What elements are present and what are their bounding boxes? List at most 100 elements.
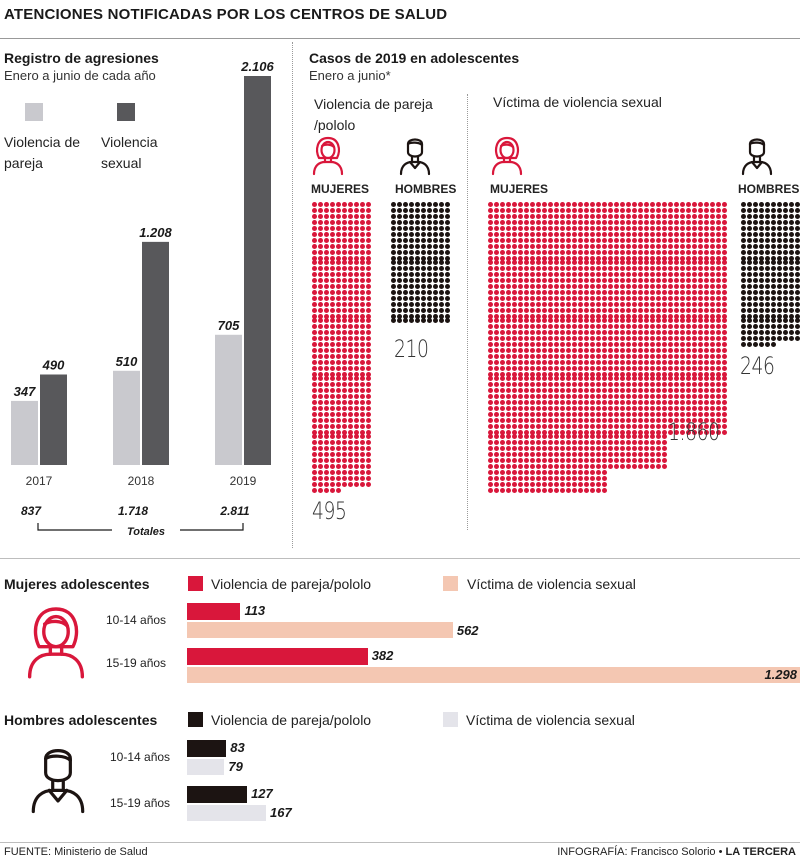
case-dot (342, 278, 347, 283)
case-dot (783, 302, 788, 307)
case-dot (566, 440, 571, 445)
case-dot (686, 302, 691, 307)
case-dot (433, 226, 438, 231)
case-dot (330, 272, 335, 277)
case-dot (506, 476, 511, 481)
case-dot (548, 272, 553, 277)
case-dot (741, 278, 746, 283)
case-dot (348, 446, 353, 451)
case-dot (354, 336, 359, 341)
case-dot (626, 330, 631, 335)
case-dot (512, 260, 517, 265)
case-dot (753, 226, 758, 231)
case-dot (488, 382, 493, 387)
case-dot (668, 226, 673, 231)
case-dot (722, 302, 727, 307)
case-dot (578, 256, 583, 261)
case-dot (578, 284, 583, 289)
case-dot (560, 418, 565, 423)
case-dot (342, 208, 347, 213)
case-dot (626, 446, 631, 451)
case-dot (312, 330, 317, 335)
case-dot (427, 296, 432, 301)
case-dot (704, 214, 709, 219)
case-dot (318, 318, 323, 323)
waffle-block-hombres-pareja (391, 318, 450, 323)
case-dot (324, 360, 329, 365)
case-dot (722, 266, 727, 271)
case-dot (632, 284, 637, 289)
case-dot (427, 208, 432, 213)
case-dot (608, 464, 613, 469)
case-dot (686, 424, 691, 429)
case-dot (650, 424, 655, 429)
case-dot (518, 278, 523, 283)
case-dot (427, 250, 432, 255)
case-dot (554, 336, 559, 341)
case-dot (638, 440, 643, 445)
case-dot (584, 372, 589, 377)
case-dot (572, 260, 577, 265)
case-dot (668, 302, 673, 307)
case-dot (536, 290, 541, 295)
case-dot (698, 324, 703, 329)
mujeres-legend-swatch-sexual (443, 576, 458, 591)
case-dot (692, 400, 697, 405)
case-dot (680, 360, 685, 365)
case-dot (566, 232, 571, 237)
case-dot (409, 284, 414, 289)
case-dot (360, 470, 365, 475)
case-dot (692, 324, 697, 329)
case-dot (324, 418, 329, 423)
case-dot (518, 208, 523, 213)
case-dot (536, 406, 541, 411)
case-dot (662, 208, 667, 213)
case-dot (312, 302, 317, 307)
title-rule (0, 38, 800, 39)
case-dot (421, 284, 426, 289)
case-dot (536, 202, 541, 207)
case-dot (620, 418, 625, 423)
case-dot (596, 302, 601, 307)
case-dot (439, 226, 444, 231)
case-dot (638, 266, 643, 271)
case-dot (638, 272, 643, 277)
case-dot (391, 278, 396, 283)
case-dot (518, 412, 523, 417)
case-dot (644, 434, 649, 439)
case-dot (590, 296, 595, 301)
page-title: ATENCIONES NOTIFICADAS POR LOS CENTROS D… (4, 6, 448, 23)
case-dot (445, 208, 450, 213)
case-dot (354, 366, 359, 371)
case-dot (692, 250, 697, 255)
case-dot (342, 238, 347, 243)
case-dot (488, 348, 493, 353)
case-dot (753, 256, 758, 261)
case-dot (366, 388, 371, 393)
case-dot (644, 412, 649, 417)
case-dot (391, 250, 396, 255)
case-dot (747, 260, 752, 265)
case-dot (433, 260, 438, 265)
case-dot (704, 376, 709, 381)
case-dot (488, 256, 493, 261)
case-dot (765, 226, 770, 231)
case-dot (548, 226, 553, 231)
case-dot (656, 284, 661, 289)
case-dot (427, 302, 432, 307)
case-dot (360, 284, 365, 289)
case-dot (336, 360, 341, 365)
case-dot (445, 244, 450, 249)
case-dot (360, 272, 365, 277)
case-dot (602, 440, 607, 445)
case-dot (500, 446, 505, 451)
case-dot (584, 388, 589, 393)
case-dot (524, 424, 529, 429)
case-dot (536, 208, 541, 213)
case-dot (330, 324, 335, 329)
case-dot (608, 418, 613, 423)
case-dot (366, 348, 371, 353)
case-dot (590, 302, 595, 307)
case-dot (789, 336, 794, 341)
case-dot (330, 238, 335, 243)
